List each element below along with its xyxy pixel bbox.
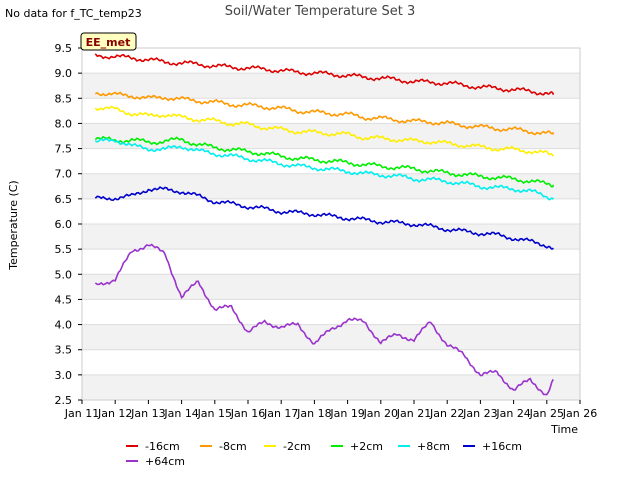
grid-band <box>82 98 580 124</box>
x-tick-label: Jan 24 <box>495 407 530 420</box>
x-tick-label: Jan 14 <box>163 407 198 420</box>
x-tick-label: Jan 21 <box>396 407 431 420</box>
legend-label: +16cm <box>482 440 522 453</box>
legend: -16cm -8cm -2cm +2cm +8cm +16cm +64cm <box>126 440 522 468</box>
legend-label: -8cm <box>219 440 247 453</box>
no-data-note: No data for f_TC_temp23 <box>5 7 142 20</box>
y-tick-label: 4.5 <box>55 293 73 306</box>
series-line-+16cm <box>94 186 554 250</box>
grid-bands <box>82 48 580 400</box>
x-tick-label: Jan 17 <box>263 407 298 420</box>
x-tick-label: Jan 26 <box>562 407 597 420</box>
grid-band <box>82 299 580 325</box>
grid-band <box>82 123 580 149</box>
x-tick-label: Jan 13 <box>130 407 165 420</box>
grid-lines <box>82 47 580 401</box>
y-tick-label: 9.5 <box>55 42 73 55</box>
y-tick-label: 7.0 <box>55 168 73 181</box>
series-line-+8cm <box>95 137 555 201</box>
series-line-+64cm <box>94 243 555 396</box>
y-tick-label: 8.0 <box>55 117 73 130</box>
grid-band <box>82 73 580 99</box>
series-line--8cm <box>94 91 555 136</box>
grid-band <box>82 224 580 250</box>
badge-label: EE_met <box>86 36 131 49</box>
grid-band <box>82 198 580 224</box>
grid-band <box>82 249 580 275</box>
y-tick-label: 5.5 <box>55 243 73 256</box>
series-line--2cm <box>94 105 554 157</box>
y-tick-label: 4.0 <box>55 319 73 332</box>
grid-band <box>82 48 580 74</box>
badge: EE_met <box>80 32 137 51</box>
y-tick-label: 9.0 <box>55 67 73 80</box>
y-tick-label: 3.5 <box>55 344 73 357</box>
legend-label: +8cm <box>417 440 450 453</box>
badge-box <box>80 32 137 51</box>
x-tick-label: Jan 19 <box>329 407 364 420</box>
grid-band <box>82 374 580 400</box>
x-axis-label: Time <box>550 423 578 436</box>
y-tick-label: 3.0 <box>55 369 73 382</box>
series-layer <box>94 53 555 396</box>
y-tick-label: 6.5 <box>55 193 73 206</box>
y-tick-label: 8.5 <box>55 92 73 105</box>
x-tick-label: Jan 16 <box>230 407 265 420</box>
x-tick-label: Jan 11 <box>64 407 99 420</box>
x-tick-label: Jan 15 <box>197 407 232 420</box>
y-tick-label: 5.0 <box>55 268 73 281</box>
y-tick-label: 6.0 <box>55 218 73 231</box>
series-line-+2cm <box>94 135 555 188</box>
legend-label: +64cm <box>145 455 185 468</box>
legend-label: -16cm <box>145 440 180 453</box>
y-tick-label: 7.5 <box>55 143 73 156</box>
grid-band <box>82 349 580 375</box>
y-axis-label: Temperature (C) <box>7 180 20 270</box>
x-tick-label: Jan 12 <box>97 407 132 420</box>
x-tick-label: Jan 18 <box>296 407 331 420</box>
x-tick-label: Jan 23 <box>462 407 497 420</box>
legend-label: +2cm <box>350 440 383 453</box>
series-line--16cm <box>94 53 555 96</box>
grid-band <box>82 274 580 300</box>
x-tick-label: Jan 22 <box>429 407 464 420</box>
legend-label: -2cm <box>283 440 311 453</box>
x-tick-label: Jan 20 <box>363 407 398 420</box>
y-axis: 2.5 3.0 3.5 4.0 4.5 5.0 5.5 6.0 6.5 7.0 7.5 8.0 8.5 9… <box>55 42 82 407</box>
x-tick-label: Jan 25 <box>529 407 564 420</box>
chart-title: Soil/Water Temperature Set 3 <box>225 4 416 19</box>
y-tick-label: 2.5 <box>55 394 73 407</box>
